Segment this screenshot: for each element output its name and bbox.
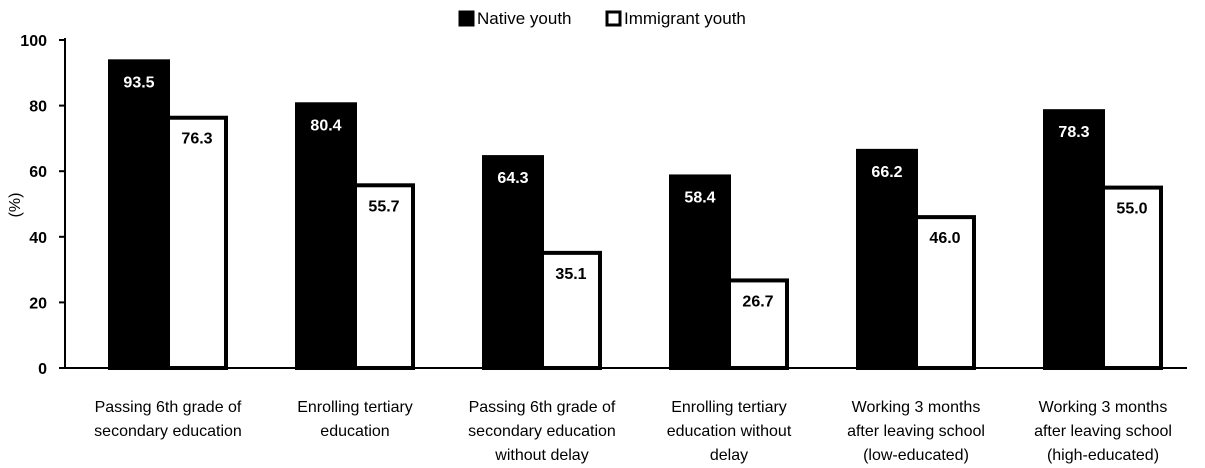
category-label-line: education (320, 423, 389, 440)
category-label-line: secondary education (94, 423, 242, 440)
data-label-immigrant-youth: 55.7 (368, 198, 399, 215)
data-label-immigrant-youth: 46.0 (929, 230, 960, 247)
category-label-line: Passing 6th grade of (95, 399, 242, 416)
category-label-line: delay (710, 447, 748, 464)
bar-native-youth (482, 155, 544, 370)
legend-label: Native youth (477, 9, 572, 28)
data-label-immigrant-youth: 26.7 (742, 293, 773, 310)
category-label-line: Working 3 months (852, 399, 981, 416)
data-label-native-youth: 64.3 (497, 170, 528, 187)
data-label-native-youth: 66.2 (871, 164, 902, 181)
category-label-line: Enrolling tertiary (297, 399, 413, 416)
bar-immigrant-youth (540, 250, 602, 370)
bars: 93.5 76.3 80.4 55.7 64.3 35.1 58.4 26.7 66.2 46.0… (65, 59, 1187, 371)
category-label-line: Enrolling tertiary (671, 399, 787, 416)
bar-immigrant-youth (166, 115, 228, 371)
category-label: Enrolling tertiary education without delay (667, 399, 792, 464)
y-tick-label: 80 (29, 99, 47, 116)
legend-swatch (605, 10, 622, 27)
category-label-line: Working 3 months (1039, 399, 1168, 416)
y-axis: 0 20 40 60 80 100 (%) (7, 33, 66, 378)
data-label-immigrant-youth: 35.1 (555, 266, 586, 283)
data-label-immigrant-youth: 55.0 (1116, 201, 1147, 218)
bar-native-youth (669, 174, 731, 370)
y-tick-label: 20 (29, 295, 47, 312)
category-label-line: without delay (494, 447, 588, 464)
y-tick-label: 0 (38, 361, 47, 378)
legend-label: Immigrant youth (624, 9, 746, 28)
category-label-line: (low-educated) (863, 447, 969, 464)
y-tick-label: 40 (29, 230, 47, 247)
x-axis-labels: Passing 6th grade of secondary education E… (94, 399, 1172, 464)
legend-immigrant-youth: Immigrant youth (605, 9, 746, 28)
bar-immigrant-youth (1101, 185, 1163, 370)
category-label: Working 3 months after leaving school (low… (847, 399, 985, 464)
category-label: Passing 6th grade of secondary education w… (468, 399, 616, 464)
data-label-native-youth: 78.3 (1058, 124, 1089, 141)
category-label-line: after leaving school (1034, 423, 1172, 440)
category-label-line: (high-educated) (1047, 447, 1159, 464)
category-label: Enrolling tertiary education (297, 399, 413, 440)
bar-native-youth (856, 148, 918, 370)
bar-native-youth (295, 102, 357, 371)
legend-swatch (458, 10, 475, 27)
category-label: Passing 6th grade of secondary education (94, 399, 242, 440)
category-label-line: after leaving school (847, 423, 985, 440)
category-label-line: education without (667, 423, 792, 440)
bar-native-youth (108, 59, 170, 370)
category-label-line: Passing 6th grade of (469, 399, 616, 416)
y-tick-label: 60 (29, 164, 47, 181)
category-label-line: secondary education (468, 423, 616, 440)
bar-immigrant-youth (914, 215, 976, 370)
bar-native-youth (1043, 109, 1105, 371)
y-axis-label: (%) (7, 193, 24, 218)
data-label-immigrant-youth: 76.3 (181, 131, 212, 148)
legend: Native youth Immigrant youth (458, 9, 746, 28)
y-tick-label: 100 (20, 33, 47, 50)
category-label: Working 3 months after leaving school (hig… (1034, 399, 1172, 464)
data-label-native-youth: 93.5 (123, 74, 154, 91)
legend-native-youth: Native youth (458, 9, 572, 28)
data-label-native-youth: 58.4 (684, 189, 715, 206)
data-label-native-youth: 80.4 (310, 117, 341, 134)
